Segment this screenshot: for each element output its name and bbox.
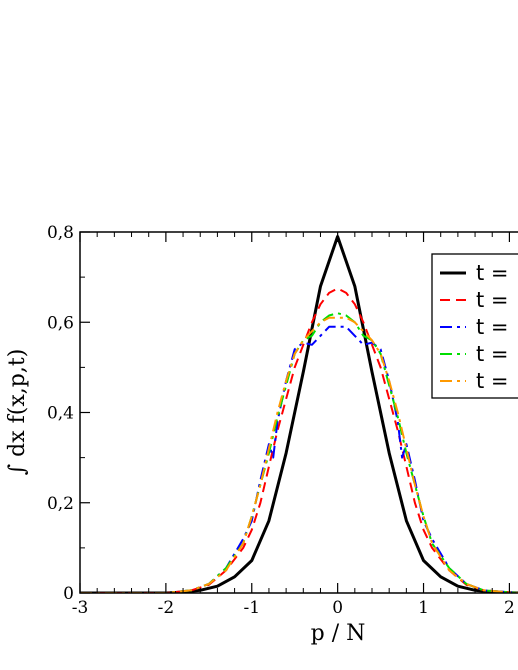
- series-line-5: [80, 316, 518, 593]
- legend-label-3: t =: [476, 315, 509, 339]
- x-tick-label: 2: [504, 598, 515, 618]
- legend-label-2: t =: [476, 288, 509, 312]
- x-axis-title: p / N: [311, 621, 366, 646]
- legend: t = t = t = t = t =: [431, 253, 518, 399]
- x-tick-label: 1: [418, 598, 429, 618]
- y-tick-label: 0,2: [47, 494, 74, 514]
- y-axis-title: ∫ dx f(x,p,t): [5, 349, 30, 476]
- y-tick-label: 0,6: [47, 313, 74, 333]
- legend-label-1: t =: [476, 261, 509, 285]
- y-tick-label: 0,4: [47, 404, 74, 424]
- legend-label-5: t =: [476, 369, 509, 393]
- plot-area: [80, 235, 518, 593]
- y-tick-label: 0: [63, 584, 74, 604]
- series-line-2: [80, 287, 518, 593]
- series-line-1: [80, 235, 518, 593]
- legend-label-4: t =: [476, 342, 509, 366]
- x-tick-label: -2: [158, 598, 175, 618]
- x-tick-label: 0: [332, 598, 343, 618]
- x-tick-label: -3: [72, 598, 89, 618]
- axes: -3 -2 -1 0 1 2 0 0,2 0,4 0,6 0,8: [47, 223, 518, 618]
- series-line-3: [80, 325, 518, 593]
- x-tick-label: -1: [243, 598, 260, 618]
- y-tick-label: 0,8: [47, 223, 74, 243]
